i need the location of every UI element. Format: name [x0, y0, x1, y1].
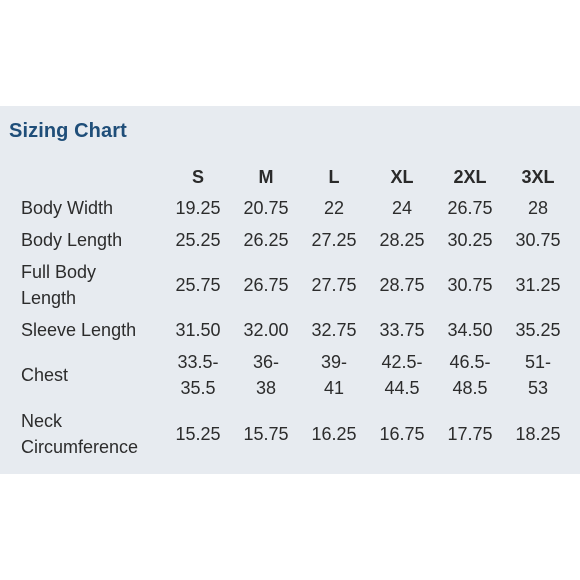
table-cell: 35.25	[515, 320, 561, 340]
chart-title: Sizing Chart	[9, 120, 127, 142]
table-cell: 16.75	[379, 424, 425, 444]
table-cell: 17.75	[447, 424, 493, 444]
row-label: Body Length	[21, 230, 123, 250]
row-label-line: Neck	[21, 411, 63, 431]
size-header: 2XL	[453, 166, 487, 187]
table-cell: 51- 53	[504, 346, 572, 404]
table-cell: 24	[391, 198, 413, 218]
table-row-chest: Chest 33.5- 35.5 36- 38 39- 41 42.5- 44.5 46…	[14, 346, 572, 404]
size-header: S	[191, 166, 204, 187]
table-row-body-width: Body Width 19.25 20.75 22 24 26.75 28	[14, 192, 572, 224]
table-cell: 32.75	[311, 320, 357, 340]
size-header: 3XL	[521, 166, 555, 187]
table-cell: 26.75	[243, 275, 289, 295]
cell-line: 53	[527, 378, 549, 398]
cell-line: 51-	[524, 352, 551, 372]
row-label-line: Circumference	[21, 437, 139, 457]
table-cell: 36- 38	[232, 346, 300, 404]
table-cell: 15.75	[243, 424, 289, 444]
table-cell: 30.75	[515, 230, 561, 250]
table-cell: 34.50	[447, 320, 493, 340]
cell-line: 46.5-	[449, 352, 491, 372]
row-label-line: Full Body	[21, 262, 97, 282]
cell-line: 41	[323, 378, 345, 398]
table-cell: 32.00	[243, 320, 289, 340]
table-cell: 27.25	[311, 230, 357, 250]
table-cell: 25.25	[175, 230, 221, 250]
table-cell: 15.25	[175, 424, 221, 444]
cell-line: 44.5	[384, 378, 420, 398]
table-cell: 22	[323, 198, 345, 218]
table-cell: 30.75	[447, 275, 493, 295]
row-label: Neck Circumference	[14, 404, 164, 464]
table-cell: 20.75	[243, 198, 289, 218]
table-cell: 28	[527, 198, 549, 218]
cell-line: 33.5-	[177, 352, 219, 372]
cell-line: 38	[255, 378, 277, 398]
table-cell: 18.25	[515, 424, 561, 444]
table-cell: 31.50	[175, 320, 221, 340]
header-row: S M L XL 2XL 3XL	[14, 162, 572, 192]
cell-line: 48.5	[452, 378, 488, 398]
table-cell: 28.25	[379, 230, 425, 250]
cell-line: 35.5	[180, 378, 216, 398]
row-label-line: Length	[21, 288, 77, 308]
table-cell: 31.25	[515, 275, 561, 295]
table-cell: 46.5- 48.5	[436, 346, 504, 404]
row-label: Chest	[21, 365, 69, 385]
table-cell: 30.25	[447, 230, 493, 250]
table-row-sleeve-length: Sleeve Length 31.50 32.00 32.75 33.75 34…	[14, 314, 572, 346]
table-cell: 39- 41	[300, 346, 368, 404]
sizing-chart-panel: Sizing Chart S M L XL 2XL 3XL Body Width…	[0, 106, 580, 474]
table-row-neck-circumference: Neck Circumference 15.25 15.75 16.25 16.…	[14, 404, 572, 464]
table-cell: 27.75	[311, 275, 357, 295]
table-cell: 25.75	[175, 275, 221, 295]
table-cell: 42.5- 44.5	[368, 346, 436, 404]
table-cell: 16.25	[311, 424, 357, 444]
table-cell: 26.25	[243, 230, 289, 250]
size-header: XL	[390, 166, 414, 187]
table-cell: 26.75	[447, 198, 493, 218]
cell-line: 39-	[320, 352, 347, 372]
table-cell: 33.75	[379, 320, 425, 340]
table-cell: 33.5- 35.5	[164, 346, 232, 404]
row-label: Body Width	[21, 198, 114, 218]
header-empty-cell	[14, 162, 164, 192]
size-header: M	[258, 166, 274, 187]
table-row-full-body-length: Full Body Length 25.75 26.75 27.75 28.75…	[14, 256, 572, 314]
table-cell: 19.25	[175, 198, 221, 218]
row-label: Full Body Length	[14, 256, 164, 314]
sizing-table: S M L XL 2XL 3XL Body Width 19.25 20.75 …	[14, 162, 572, 464]
cell-line: 42.5-	[381, 352, 423, 372]
table-row-body-length: Body Length 25.25 26.25 27.25 28.25 30.2…	[14, 224, 572, 256]
cell-line: 36-	[252, 352, 279, 372]
size-header: L	[328, 166, 340, 187]
row-label: Sleeve Length	[21, 320, 137, 340]
table-cell: 28.75	[379, 275, 425, 295]
